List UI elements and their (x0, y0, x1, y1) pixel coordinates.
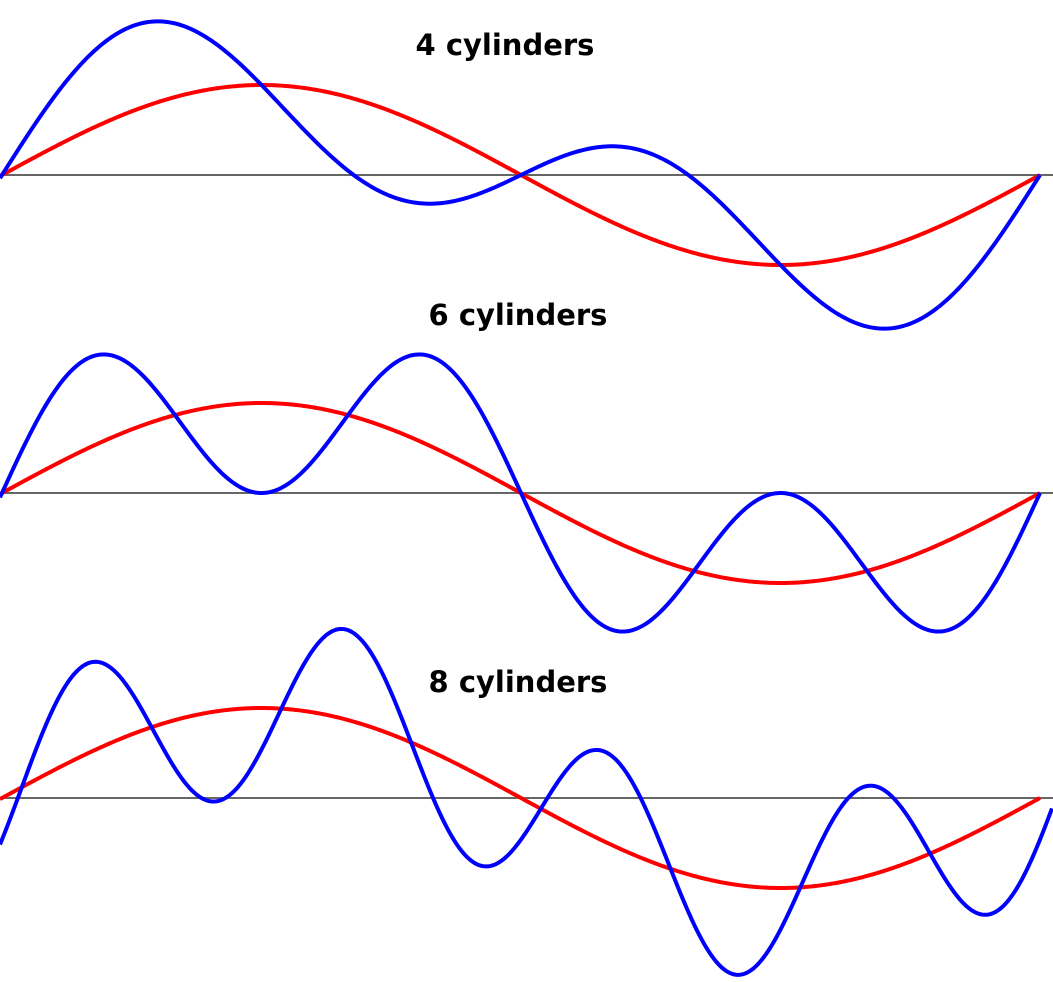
fundamental-wave (0, 706, 1041, 890)
harmonic-wave (0, 19, 1042, 331)
panel-title: 8 cylinders (429, 665, 608, 699)
panel-title: 6 cylinders (429, 298, 608, 332)
harmonic-wave (0, 626, 1053, 977)
harmonic-wave (0, 352, 1042, 634)
panel-title: 4 cylinders (416, 28, 595, 62)
